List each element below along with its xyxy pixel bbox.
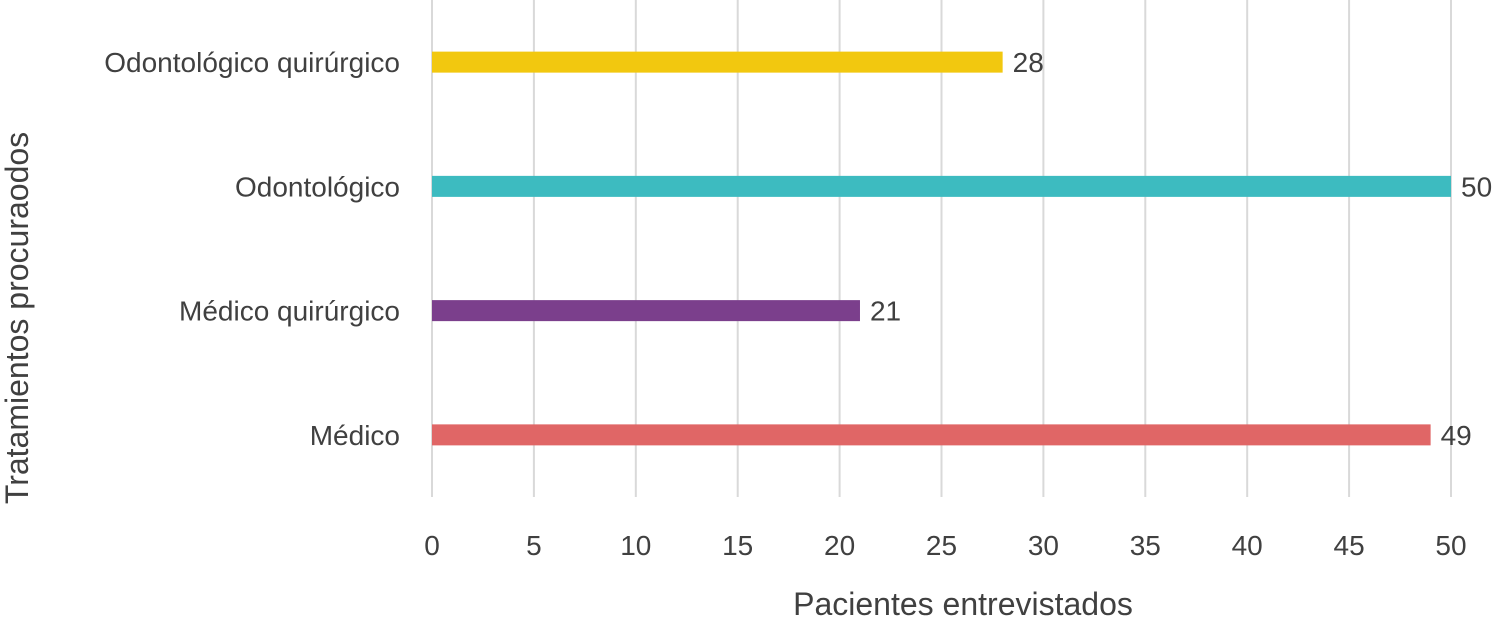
x-tick-label: 45	[1334, 530, 1365, 561]
bars	[432, 51, 1451, 446]
category-label: Odontológico quirúrgico	[104, 47, 400, 78]
data-label: 21	[870, 296, 901, 327]
bar	[432, 51, 1003, 73]
category-label: Médico quirúrgico	[179, 296, 400, 327]
x-tick-label: 15	[722, 530, 753, 561]
x-tick-label: 50	[1435, 530, 1466, 561]
x-tick-label: 20	[824, 530, 855, 561]
value-labels: 49 21 50 28	[870, 47, 1492, 451]
category-labels: Médico Médico quirúrgico Odontológico Odont…	[104, 47, 400, 451]
data-label: 28	[1013, 47, 1044, 78]
category-label: Médico	[310, 420, 400, 451]
x-tick-label: 30	[1028, 530, 1059, 561]
gridlines	[431, 0, 1452, 497]
x-tick-label: 35	[1130, 530, 1161, 561]
x-tick-label: 25	[926, 530, 957, 561]
x-tick-label: 0	[424, 530, 440, 561]
x-axis-title: Pacientes entrevistados	[793, 586, 1133, 617]
category-label: Odontológico	[235, 171, 400, 202]
bar	[432, 424, 1431, 446]
data-label: 49	[1441, 420, 1472, 451]
x-tick-label: 40	[1232, 530, 1263, 561]
bar	[432, 300, 860, 322]
x-tick-label: 10	[620, 530, 651, 561]
y-axis-title: Tratamientos procuraodos	[0, 132, 35, 504]
data-label: 50	[1461, 171, 1492, 202]
bar	[432, 175, 1451, 197]
x-tick-label: 5	[526, 530, 542, 561]
x-tick-labels: 0 5 10 15 20 25 30 35 40 45 50	[424, 530, 1466, 561]
